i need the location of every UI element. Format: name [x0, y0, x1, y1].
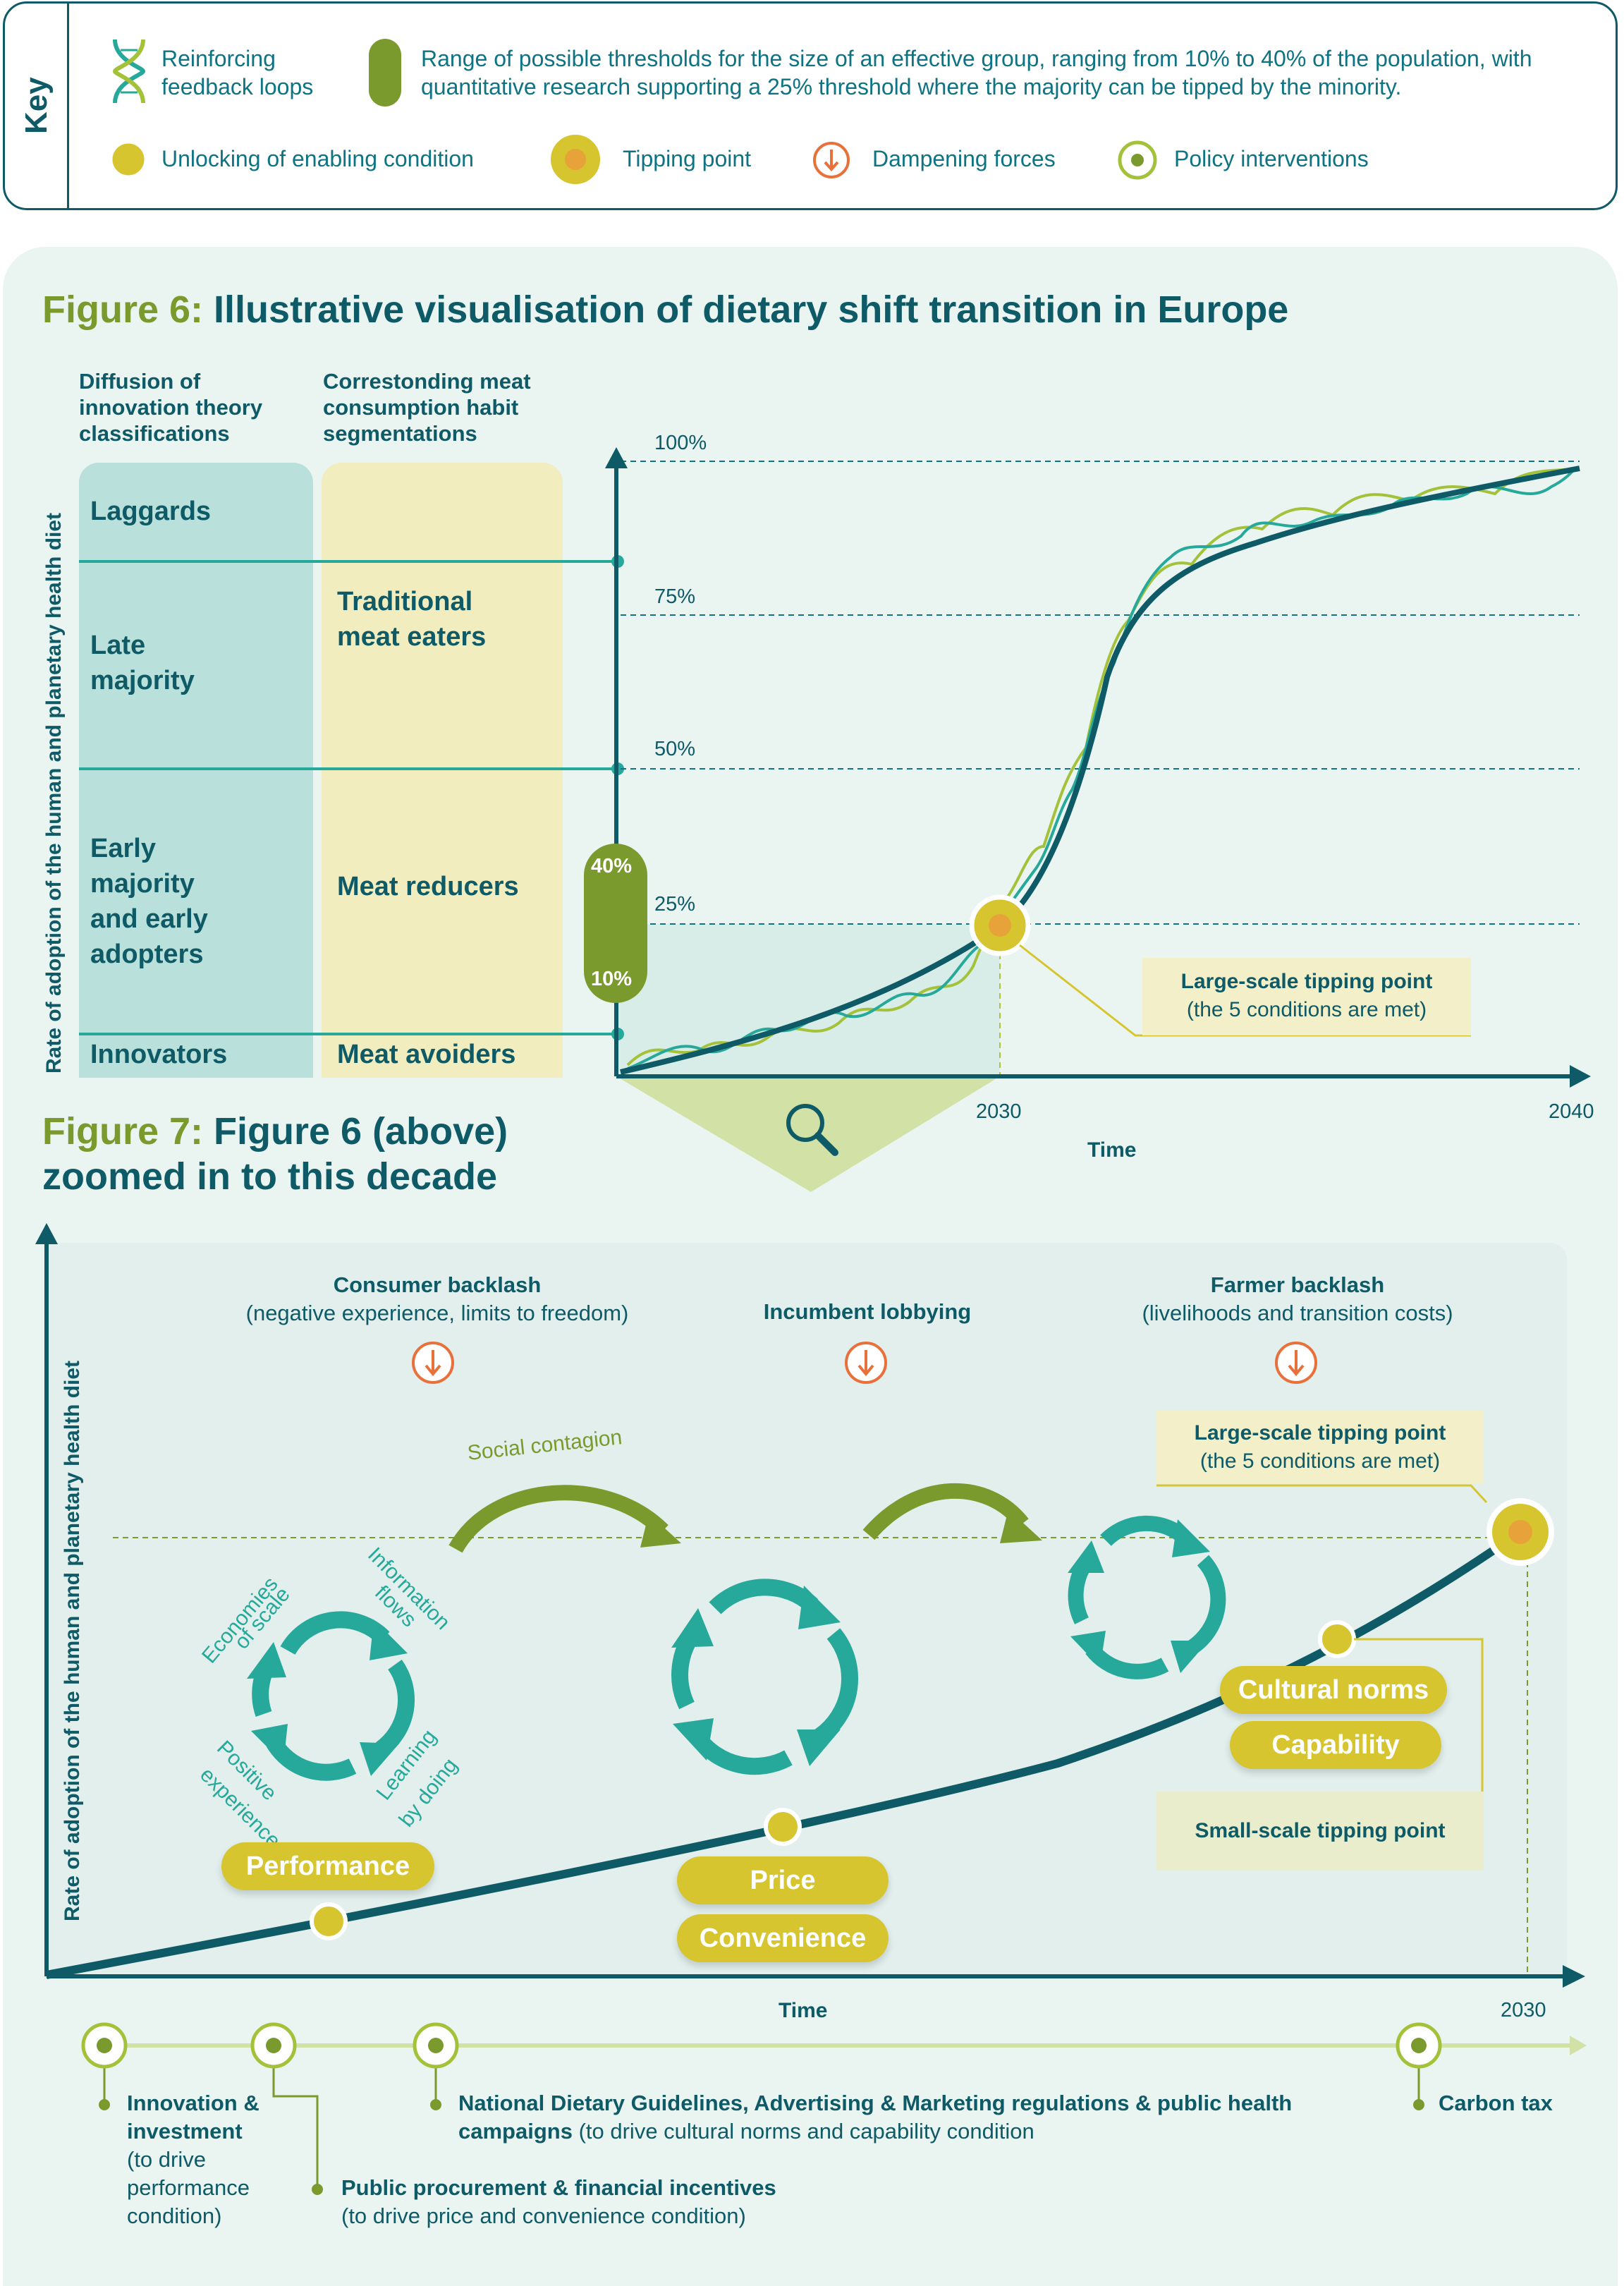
- farmer-backlash-label: Farmer backlash (livelihoods and transit…: [1100, 1271, 1495, 1327]
- pill-price: Price: [677, 1856, 889, 1904]
- key-legend: Key Reinforcing feedback loops Range of …: [3, 1, 1618, 210]
- pct-25: 25%: [654, 893, 696, 916]
- figure7-title-text: Figure 6 (above) zoomed in to this decad…: [42, 1110, 508, 1198]
- pct-50: 50%: [654, 738, 696, 760]
- col2-heading: Correstonding meat consumption habit seg…: [323, 369, 531, 446]
- dampening-icon-farmer: [1275, 1342, 1317, 1384]
- small-tipping-label: Small-scale tipping point: [1156, 1792, 1484, 1871]
- policy-icon-1: [81, 2022, 128, 2069]
- policy-icon-3: [413, 2022, 459, 2069]
- farmer-backlash-title: Farmer backlash: [1210, 1272, 1385, 1297]
- key-label-column: Key: [5, 4, 69, 208]
- pill-convenience: Convenience: [677, 1914, 889, 1962]
- pill-capability: Capability: [1230, 1721, 1441, 1769]
- figure6-title: Figure 6: Illustrative visualisation of …: [42, 288, 1594, 332]
- fig6-year-2030: 2030: [976, 1100, 1022, 1123]
- tipping-point-icon: [547, 130, 604, 188]
- key-reinforcing-text: Reinforcing feedback loops: [161, 46, 314, 99]
- fig6-tipping-label: Large-scale tipping point (the 5 conditi…: [1142, 958, 1471, 1035]
- pill-performance: Performance: [221, 1842, 434, 1890]
- consumer-backlash-sub: (negative experience, limits to freedom): [245, 1301, 629, 1325]
- feedback-loop-3: [1068, 1515, 1226, 1679]
- pct-75: 75%: [654, 585, 696, 608]
- figure6-number: Figure 6:: [42, 288, 204, 331]
- figure6-chart: [79, 447, 1591, 1192]
- policy-2-bold: Public procurement & financial incentive…: [341, 2175, 776, 2200]
- figure7-number: Figure 7:: [42, 1110, 204, 1153]
- pct-100: 100%: [654, 432, 707, 454]
- policy-3-text: National Dietary Guidelines, Advertising…: [458, 2089, 1333, 2146]
- range-pill-icon: [369, 39, 401, 107]
- figure7-chart: Economies of scale Information flows Lea…: [35, 1223, 1585, 1988]
- policy-4-text: Carbon tax: [1439, 2089, 1608, 2117]
- policy-icon-2: [250, 2022, 297, 2069]
- social-contagion-text: Social contagion: [466, 1425, 623, 1465]
- fig7-tip-sub: (the 5 conditions are met): [1199, 1449, 1441, 1473]
- policy-1-bold: Innovation & investment: [127, 2091, 260, 2144]
- band-innovators: Innovators: [90, 1040, 228, 1069]
- incumbent-lobbying-label: Incumbent lobbying: [763, 1299, 972, 1324]
- policy-4-bold: Carbon tax: [1439, 2091, 1553, 2115]
- policy-icon-4: [1396, 2022, 1442, 2069]
- policy-timeline: [81, 2022, 1587, 2195]
- farmer-backlash-sub: (livelihoods and transition costs): [1142, 1301, 1453, 1325]
- fig7-year-2030: 2030: [1501, 1999, 1546, 2021]
- key-unlocking-text: Unlocking of enabling condition: [161, 146, 474, 171]
- band-late-majority: Late majority: [90, 631, 195, 695]
- pill-cultural-norms: Cultural norms: [1220, 1666, 1447, 1714]
- policy-2-rest: (to drive price and convenience conditio…: [341, 2203, 746, 2228]
- fig6-tip-sub: (the 5 conditions are met): [1186, 998, 1427, 1021]
- dampening-icon-consumer: [412, 1342, 454, 1384]
- figure6-title-text: Illustrative visualisation of dietary sh…: [214, 288, 1289, 331]
- policy-icon: [1118, 140, 1157, 180]
- key-tipping-text: Tipping point: [623, 146, 752, 171]
- col1-heading: Diffusion of innovation theory classific…: [79, 369, 263, 446]
- policy-1-rest: (to drive performance condition): [127, 2147, 250, 2228]
- policy-1-text: Innovation & investment (to drive perfor…: [127, 2089, 296, 2230]
- key-policy-text: Policy interventions: [1174, 146, 1369, 171]
- reinforcing-loop-icon: [112, 39, 146, 104]
- fig6-year-2040: 2040: [1549, 1100, 1594, 1123]
- dampening-icon-lobbying: [845, 1342, 887, 1384]
- policy-3-rest: (to drive cultural norms and capability …: [578, 2119, 1034, 2144]
- consumer-backlash-title: Consumer backlash: [333, 1272, 542, 1297]
- unlocking-icon: [109, 140, 148, 179]
- fig6-x-axis-label: Time: [1087, 1138, 1137, 1162]
- seg-reducers: Meat reducers: [337, 872, 519, 901]
- key-dampening-text: Dampening forces: [872, 146, 1056, 171]
- fig7-tip-title: Large-scale tipping point: [1194, 1421, 1446, 1445]
- figure7-title: Figure 7: Figure 6 (above) zoomed in to …: [42, 1109, 550, 1199]
- dampening-icon: [813, 142, 850, 178]
- seg-avoiders: Meat avoiders: [337, 1040, 516, 1069]
- pct-10: 10%: [591, 968, 633, 990]
- seg-traditional: Traditional meat eaters: [337, 587, 487, 652]
- band-laggards: Laggards: [90, 497, 212, 526]
- key-range-text: Range of possible thresholds for the siz…: [421, 46, 1532, 99]
- fig7-tipping-label: Large-scale tipping point (the 5 conditi…: [1156, 1411, 1484, 1484]
- policy-3-bold: National Dietary Guidelines, Advertising…: [458, 2091, 1293, 2144]
- consumer-backlash-label: Consumer backlash (negative experience, …: [197, 1271, 677, 1327]
- policy-2-text: Public procurement & financial incentive…: [341, 2174, 877, 2230]
- fig7-x-axis-label: Time: [779, 1999, 828, 2022]
- pct-40: 40%: [591, 855, 633, 877]
- fig6-tip-title: Large-scale tipping point: [1180, 970, 1433, 993]
- band-early-majority: Early majority and early adopters: [90, 834, 208, 969]
